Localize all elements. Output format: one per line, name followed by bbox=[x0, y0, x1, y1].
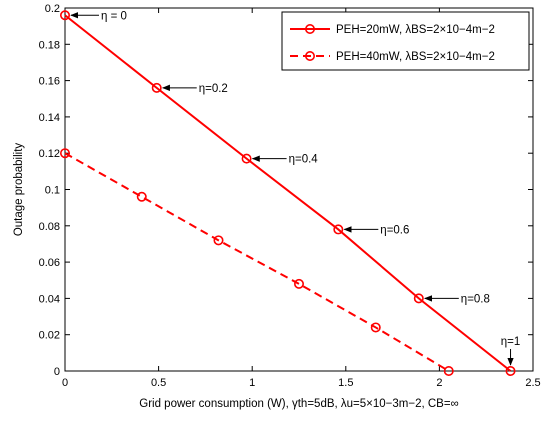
annotation-label: η=0.4 bbox=[289, 154, 319, 166]
data-point bbox=[136, 191, 147, 202]
legend: PEH=20mW, λBS=2×10−4m−2 PEH=40mW, λBS=2×1… bbox=[281, 11, 530, 71]
axis-ticks: 0 0.5 1 1.5 2 2.5 0 0.02 0.04 0.06 0.08 0.1 0.12 0.14… bbox=[39, 3, 541, 389]
y-tick-label: 0.02 bbox=[39, 330, 60, 342]
annotation-label: η=1 bbox=[501, 336, 521, 348]
y-tick-label: 0.12 bbox=[39, 148, 60, 160]
annotation-layer: η = 0 η=0.2 η=0.4 η=0.6 η=0.8 η=1 bbox=[70, 10, 521, 366]
data-point bbox=[213, 235, 224, 246]
data-point bbox=[370, 322, 381, 333]
y-tick-label: 0.06 bbox=[39, 257, 60, 269]
y-tick-label: 0.14 bbox=[39, 112, 60, 124]
series-line-2 bbox=[64, 152, 450, 372]
y-tick-label: 0.2 bbox=[45, 3, 60, 15]
x-tick-label: 1 bbox=[249, 377, 255, 389]
legend-entry-label: PEH=20mW, λBS=2×10−4m−2 bbox=[336, 24, 495, 36]
series-layer bbox=[59, 10, 516, 376]
data-point bbox=[333, 224, 344, 235]
annotation-label: η=0.2 bbox=[199, 83, 228, 95]
data-point bbox=[293, 278, 304, 289]
legend-box bbox=[281, 11, 530, 71]
legend-swatch-marker bbox=[304, 50, 315, 61]
y-tick-label: 0.08 bbox=[39, 221, 60, 233]
y-tick-label: 0 bbox=[54, 366, 60, 378]
x-tick-label: 0.5 bbox=[151, 377, 166, 389]
x-tick-label: 0 bbox=[62, 377, 68, 389]
series-line-1 bbox=[64, 14, 512, 372]
annotation-label: η=0.8 bbox=[461, 293, 490, 305]
x-axis-label: Grid power consumption (W), γth=5dB, λu=… bbox=[139, 398, 459, 410]
legend-entry-label: PEH=40mW, λBS=2×10−4m−2 bbox=[336, 51, 495, 63]
x-tick-label: 2 bbox=[436, 377, 442, 389]
y-tick-label: 0.04 bbox=[39, 293, 60, 305]
data-point bbox=[151, 82, 162, 93]
data-point bbox=[505, 365, 516, 376]
x-tick-label: 1.5 bbox=[338, 377, 353, 389]
legend-swatch-marker bbox=[304, 23, 315, 34]
y-tick-label: 0.18 bbox=[39, 39, 60, 51]
annotation-label: η = 0 bbox=[101, 10, 127, 22]
x-tick-label: 2.5 bbox=[525, 377, 540, 389]
data-point bbox=[443, 365, 454, 376]
annotation-label: η=0.6 bbox=[380, 224, 409, 236]
y-axis-label: Outage probability bbox=[13, 143, 25, 237]
y-tick-label: 0.1 bbox=[45, 185, 60, 197]
data-point bbox=[241, 153, 252, 164]
data-point bbox=[59, 10, 70, 21]
y-tick-label: 0.16 bbox=[39, 76, 60, 88]
data-point bbox=[59, 148, 70, 159]
data-point bbox=[413, 293, 424, 304]
